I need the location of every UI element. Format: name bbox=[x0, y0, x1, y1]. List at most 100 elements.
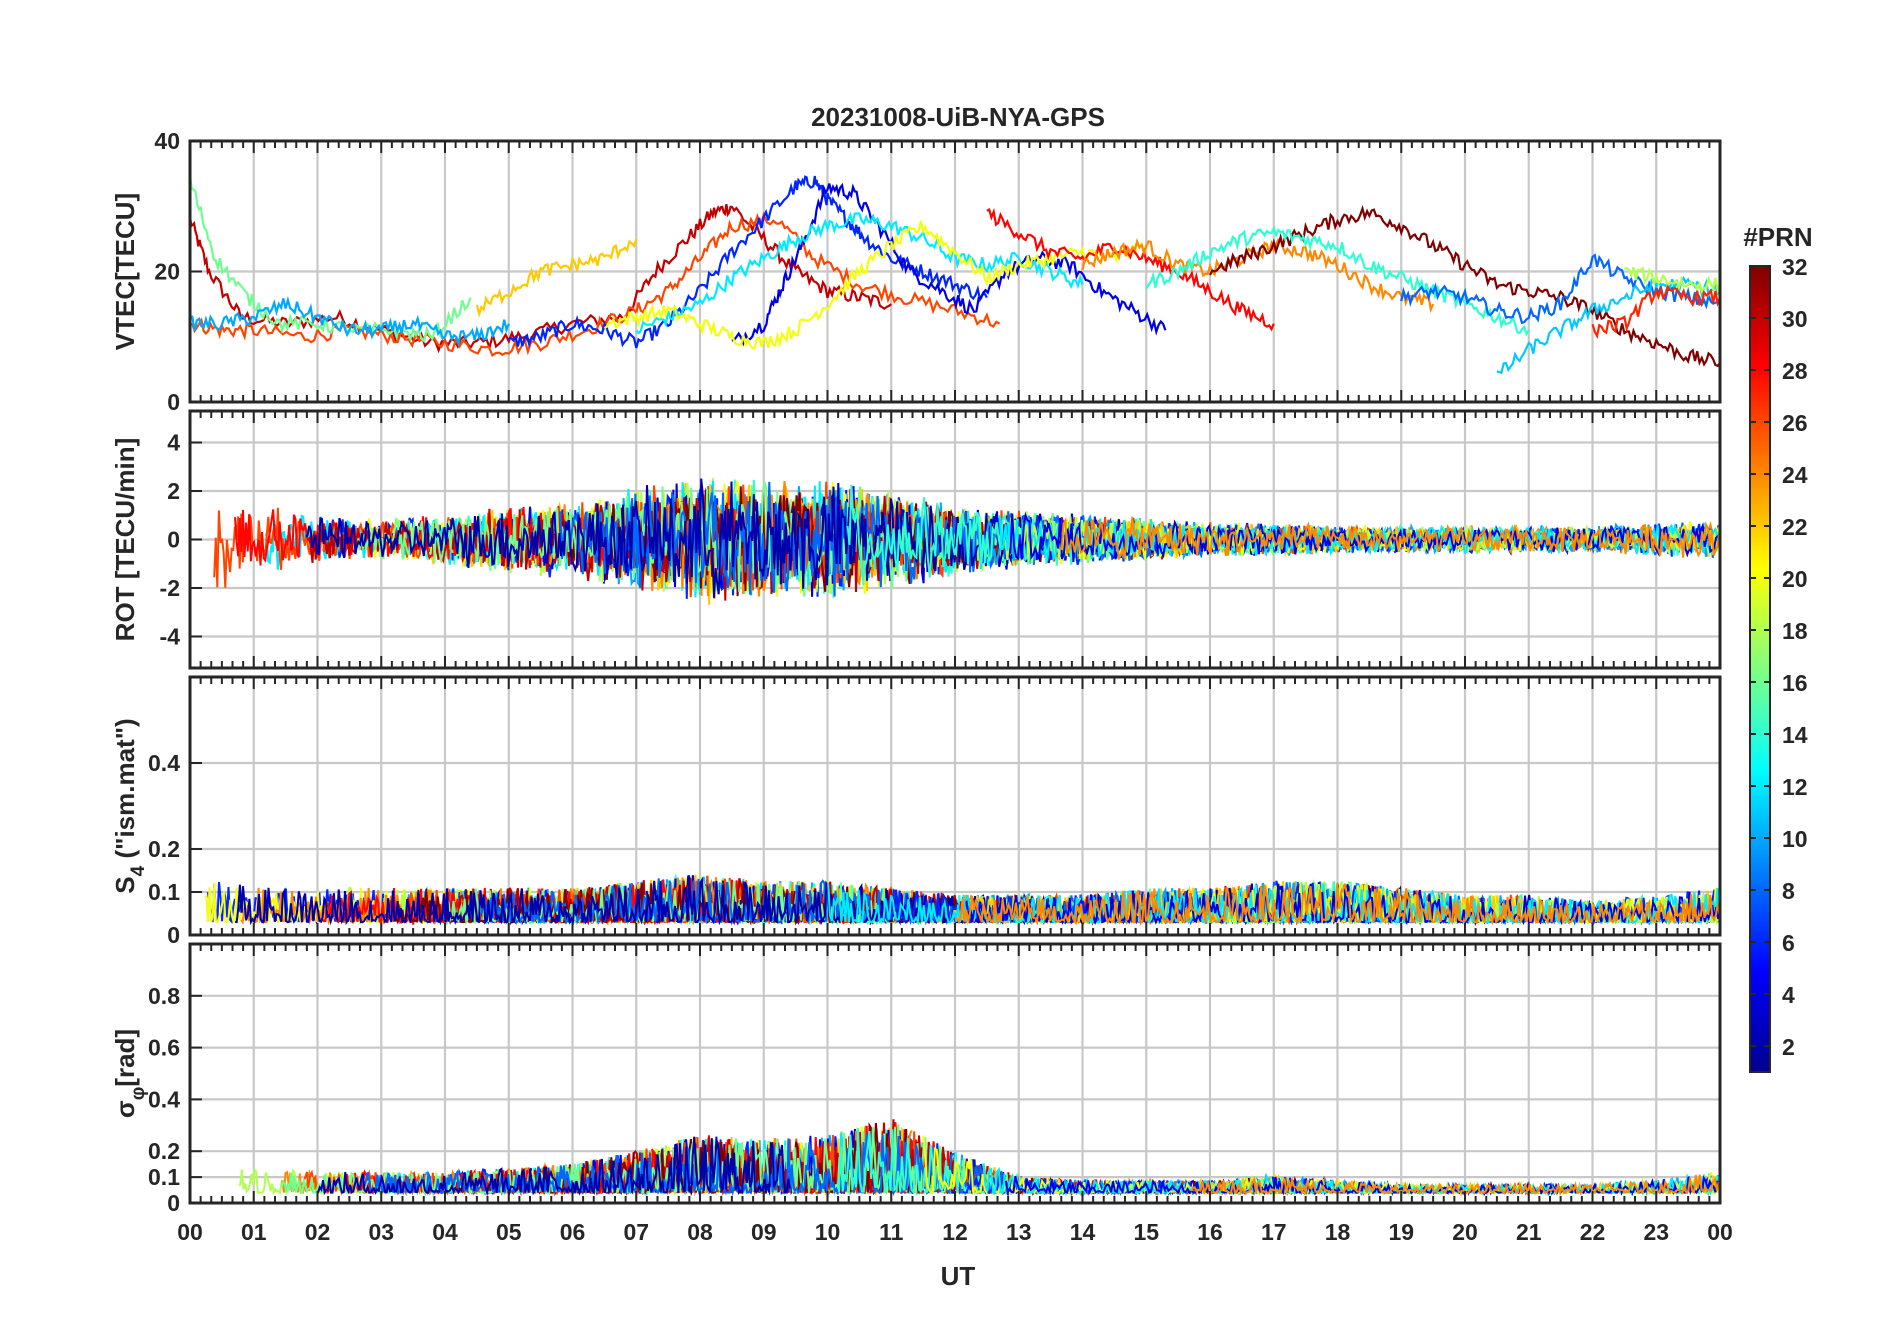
x-tick-label: 05 bbox=[496, 1219, 522, 1245]
y-tick-label: 0.1 bbox=[148, 1164, 180, 1190]
x-tick-label: 03 bbox=[368, 1219, 394, 1245]
sigma-series-prn-24-late bbox=[1190, 1174, 1720, 1197]
y-label-rest: [rad] bbox=[110, 1029, 140, 1087]
x-tick-label: 10 bbox=[815, 1219, 841, 1245]
colorbar-tick-label: 8 bbox=[1782, 878, 1795, 904]
x-tick-label: 00 bbox=[1707, 1219, 1733, 1245]
y-tick-label: 0.8 bbox=[148, 983, 180, 1009]
y-tick-label: 0.4 bbox=[148, 750, 180, 776]
colorbar-tick-label: 2 bbox=[1782, 1034, 1795, 1060]
vtec-series-prn-12 bbox=[635, 211, 1084, 335]
vtec-series-prn-18 bbox=[1624, 265, 1720, 295]
colorbar-label: #PRN bbox=[1743, 222, 1812, 252]
colorbar-ramp bbox=[1749, 265, 1771, 1073]
x-tick-label: 19 bbox=[1388, 1219, 1414, 1245]
y-tick-label: 0.6 bbox=[148, 1035, 180, 1061]
y-tick-label: 40 bbox=[154, 128, 180, 154]
y-label-main: σ bbox=[110, 1100, 140, 1118]
data-layer bbox=[190, 175, 1720, 375]
colorbar-tick-label: 14 bbox=[1782, 722, 1808, 748]
colorbar-tick-label: 12 bbox=[1782, 774, 1808, 800]
y-axis-label-s4: S4 ("ism.mat") bbox=[110, 718, 149, 893]
y-tick-label: 0.4 bbox=[148, 1086, 180, 1112]
x-tick-label: 16 bbox=[1197, 1219, 1223, 1245]
sigma-series-prn-2 bbox=[316, 1137, 791, 1197]
y-axis-label-vtec: VTEC[TECU] bbox=[110, 193, 140, 350]
y-tick-label: 2 bbox=[167, 478, 180, 504]
x-tick-label: 02 bbox=[305, 1219, 331, 1245]
x-tick-label: 08 bbox=[687, 1219, 713, 1245]
vtec-series-prn-32 bbox=[1209, 204, 1720, 368]
x-tick-label: 12 bbox=[942, 1219, 968, 1245]
vtec-series-prn-26 bbox=[190, 211, 1001, 358]
x-tick-label: 04 bbox=[432, 1219, 458, 1245]
x-tick-label: 17 bbox=[1261, 1219, 1287, 1245]
colorbar-tick-label: 28 bbox=[1782, 358, 1808, 384]
colorbar-tick-label: 22 bbox=[1782, 514, 1808, 540]
y-axis-label-rot: ROT [TECU/min] bbox=[110, 438, 140, 642]
panel-vtec: 0 20 40 VTEC[TECU] bbox=[110, 128, 1722, 415]
colorbar-tick-label: 16 bbox=[1782, 670, 1808, 696]
x-tick-label: 13 bbox=[1006, 1219, 1032, 1245]
y-tick-label: 0 bbox=[167, 1190, 180, 1216]
s4-series-prn-24-late bbox=[954, 882, 1720, 926]
y-label-rest: ("ism.mat") bbox=[110, 718, 140, 865]
x-tick-label: 07 bbox=[623, 1219, 649, 1245]
colorbar-tick-label: 18 bbox=[1782, 618, 1808, 644]
x-tick-label: 06 bbox=[560, 1219, 586, 1245]
colorbar-tick-label: 20 bbox=[1782, 566, 1808, 592]
vtec-series-prn-28 bbox=[986, 207, 1275, 332]
x-axis-label: UT bbox=[941, 1261, 976, 1291]
colorbar-tick-label: 32 bbox=[1782, 254, 1808, 280]
y-tick-label: 20 bbox=[154, 259, 180, 285]
y-axis-label-sigma: σφ[rad] bbox=[110, 1029, 149, 1118]
rot-series-prn-12-late bbox=[998, 515, 1720, 562]
colorbar-tick-label: 4 bbox=[1782, 982, 1795, 1008]
colorbar-tick-label: 6 bbox=[1782, 930, 1795, 956]
y-tick-label: 0.2 bbox=[148, 836, 180, 862]
vtec-series-prn-8 bbox=[1400, 253, 1720, 325]
x-tick-label: 11 bbox=[879, 1219, 904, 1245]
colorbar-tick-label: 10 bbox=[1782, 826, 1808, 852]
panel-s4: 00.10.20.4S4 ("ism.mat") bbox=[110, 675, 1722, 948]
panel-rot: -4 -2 0 2 4 ROT [TECU/min] bbox=[110, 409, 1722, 670]
vtec-series-prn-22 bbox=[475, 238, 638, 318]
data-layer bbox=[238, 1119, 1720, 1197]
rot-series-prn-4-late bbox=[1009, 511, 1720, 563]
chart-title: 20231008-UiB-NYA-GPS bbox=[811, 102, 1105, 132]
vtec-series-prn-27 bbox=[1591, 284, 1720, 340]
y-label-subscript: 4 bbox=[128, 865, 149, 876]
vtec-series-prn-4 bbox=[731, 182, 1167, 347]
colorbar-tick-label: 26 bbox=[1782, 410, 1808, 436]
vtec-series-prn-10 bbox=[190, 295, 510, 348]
y-tick-label: -2 bbox=[160, 575, 180, 601]
y-tick-label: 0 bbox=[167, 922, 180, 948]
x-tick-label: 23 bbox=[1643, 1219, 1669, 1245]
x-tick-label: 15 bbox=[1133, 1219, 1159, 1245]
colorbar-tick-label: 24 bbox=[1782, 462, 1808, 488]
rot-series-prn-24-late bbox=[1060, 516, 1720, 560]
x-tick-label: 21 bbox=[1516, 1219, 1542, 1245]
x-tick-label: 01 bbox=[241, 1219, 267, 1245]
y-tick-label: -4 bbox=[160, 623, 181, 649]
y-label-subscript: φ bbox=[128, 1087, 149, 1101]
vtec-series-prn-24 bbox=[1081, 238, 1435, 314]
y-tick-label: 0 bbox=[167, 527, 180, 553]
vtec-series-prn-16 bbox=[190, 175, 472, 344]
y-label-main: S bbox=[110, 876, 140, 893]
x-tick-label: 22 bbox=[1580, 1219, 1606, 1245]
panel-sigma: 00.10.2 0.4 0.6 0.8 σφ[rad] bbox=[110, 942, 1722, 1216]
data-layer bbox=[213, 477, 1720, 605]
x-tick-label: 00 bbox=[177, 1219, 203, 1245]
vtec-series-prn-6 bbox=[508, 175, 988, 349]
colorbar-tick-label: 30 bbox=[1782, 306, 1808, 332]
y-tick-label: 0 bbox=[167, 389, 180, 415]
x-tick-label: 18 bbox=[1325, 1219, 1351, 1245]
y-tick-label: 4 bbox=[167, 430, 180, 456]
y-tick-label: 0.1 bbox=[148, 879, 180, 905]
vtec-series-prn-14 bbox=[1145, 225, 1530, 337]
x-tick-label: 20 bbox=[1452, 1219, 1478, 1245]
vtec-series-prn-11 bbox=[1496, 275, 1720, 375]
